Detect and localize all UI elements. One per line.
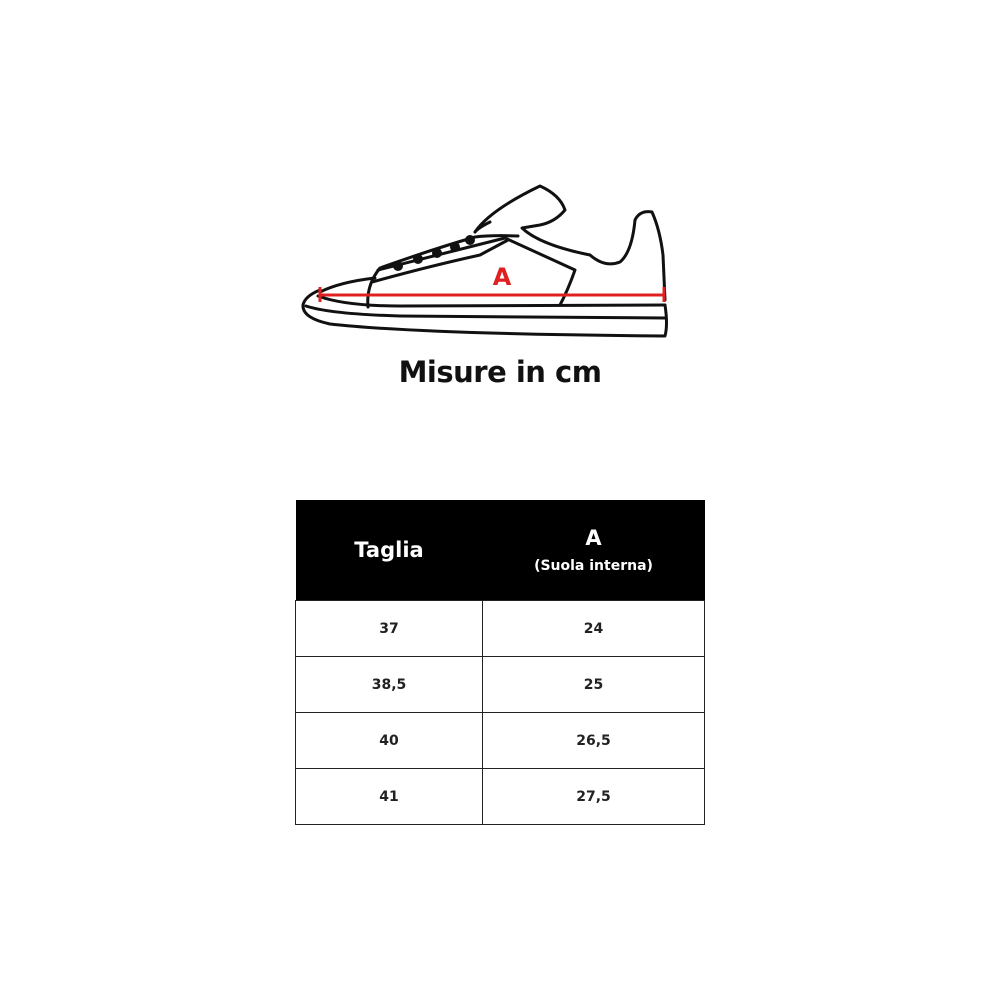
cell-a: 26,5: [482, 712, 705, 769]
measure-line: [318, 287, 666, 302]
cell-a: 25: [482, 656, 705, 713]
table-header: Taglia A (Suola interna): [295, 500, 705, 601]
cell-size: 37: [295, 600, 483, 657]
header-a: A (Suola interna): [482, 500, 705, 601]
cell-size: 41: [295, 768, 483, 825]
cell-size: 38,5: [295, 656, 483, 713]
page-title: Misure in cm: [398, 355, 602, 389]
table-row: 41 27,5: [295, 768, 705, 825]
cell-size: 40: [295, 712, 483, 769]
size-table: Taglia A (Suola interna) 37 24 38,5 25 40 2…: [295, 500, 705, 825]
table-row: 38,5 25: [295, 656, 705, 713]
header-a-subtitle: (Suola interna): [534, 558, 653, 574]
table-row: 40 26,5: [295, 712, 705, 769]
header-size: Taglia: [295, 500, 483, 601]
cell-a: 27,5: [482, 768, 705, 825]
measure-label: A: [493, 263, 512, 291]
header-a-title: A: [585, 526, 602, 550]
table-row: 37 24: [295, 600, 705, 657]
cell-a: 24: [482, 600, 705, 657]
